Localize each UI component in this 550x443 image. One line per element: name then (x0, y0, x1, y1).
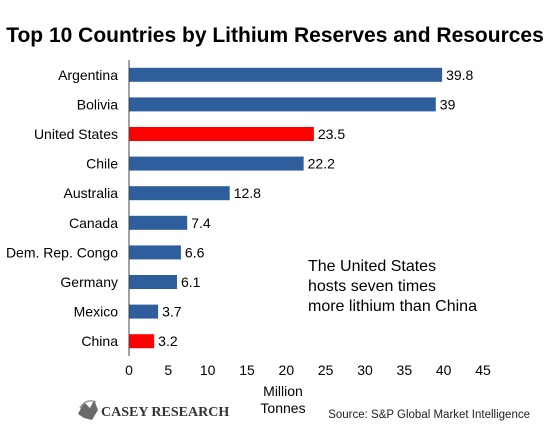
casey-research-logo: CASEY RESEARCH (78, 400, 229, 420)
data-label: 3.7 (162, 304, 182, 320)
category-label: Germany (60, 274, 118, 290)
category-label: United States (34, 126, 118, 142)
data-label: 6.1 (181, 274, 201, 290)
x-tick-label: 0 (125, 362, 133, 378)
data-label: 3.2 (158, 333, 178, 349)
bars-group (129, 67, 443, 349)
x-axis-label-line-2: Tonnes (260, 400, 305, 416)
data-label: 6.6 (185, 244, 205, 260)
data-labels: 39.8 39 23.5 22.2 12.8 7.4 6.6 6.1 3.7 3.2 (158, 67, 473, 349)
data-label: 22.2 (308, 156, 335, 172)
x-tick-label: 15 (239, 362, 255, 378)
bar-chile (129, 156, 304, 171)
bar-china (129, 334, 155, 349)
eagle-icon (78, 400, 98, 420)
data-label: 23.5 (318, 126, 345, 142)
category-label: China (81, 333, 118, 349)
bar-germany (129, 275, 177, 289)
annotation: The United States hosts seven times more… (308, 258, 477, 315)
bar-united-states (129, 127, 314, 141)
annotation-line-3: more lithium than China (308, 298, 477, 315)
annotation-line-2: hosts seven times (308, 278, 436, 295)
category-label: Australia (64, 185, 119, 201)
category-label: Mexico (74, 304, 119, 320)
bar-dem-rep-congo (129, 245, 181, 260)
x-tick-labels: 0 5 10 15 20 25 30 35 40 45 (125, 362, 491, 378)
category-label: Bolivia (77, 96, 118, 112)
x-tick-label: 35 (397, 362, 413, 378)
source-note: Source: S&P Global Market Intelligence (328, 409, 530, 421)
data-label: 39.8 (446, 67, 473, 83)
bar-australia (129, 186, 230, 201)
category-labels: Argentina Bolivia United States Chile Austra… (6, 67, 118, 349)
bar-argentina (129, 67, 443, 82)
chart-title: Top 10 Countries by Lithium Reserves and… (6, 24, 544, 47)
category-label: Dem. Rep. Congo (6, 244, 118, 260)
data-label: 39 (440, 96, 456, 112)
bar-canada (129, 215, 188, 230)
category-label: Chile (86, 156, 118, 172)
x-axis-label-line-1: Million (263, 383, 303, 399)
logo-text: CASEY RESEARCH (101, 405, 229, 420)
x-tick-label: 20 (279, 362, 295, 378)
category-label: Argentina (58, 67, 118, 83)
annotation-line-1: The United States (308, 258, 436, 275)
x-tick-label: 25 (318, 362, 334, 378)
data-label: 12.8 (234, 185, 261, 201)
x-tick-label: 30 (357, 362, 373, 378)
x-tick-label: 5 (164, 362, 172, 378)
data-label: 7.4 (191, 215, 211, 231)
bar-mexico (129, 304, 159, 319)
x-tick-label: 40 (436, 362, 452, 378)
x-tick-label: 10 (200, 362, 216, 378)
category-label: Canada (69, 215, 118, 231)
bar-bolivia (129, 97, 436, 112)
x-tick-label: 45 (475, 362, 491, 378)
